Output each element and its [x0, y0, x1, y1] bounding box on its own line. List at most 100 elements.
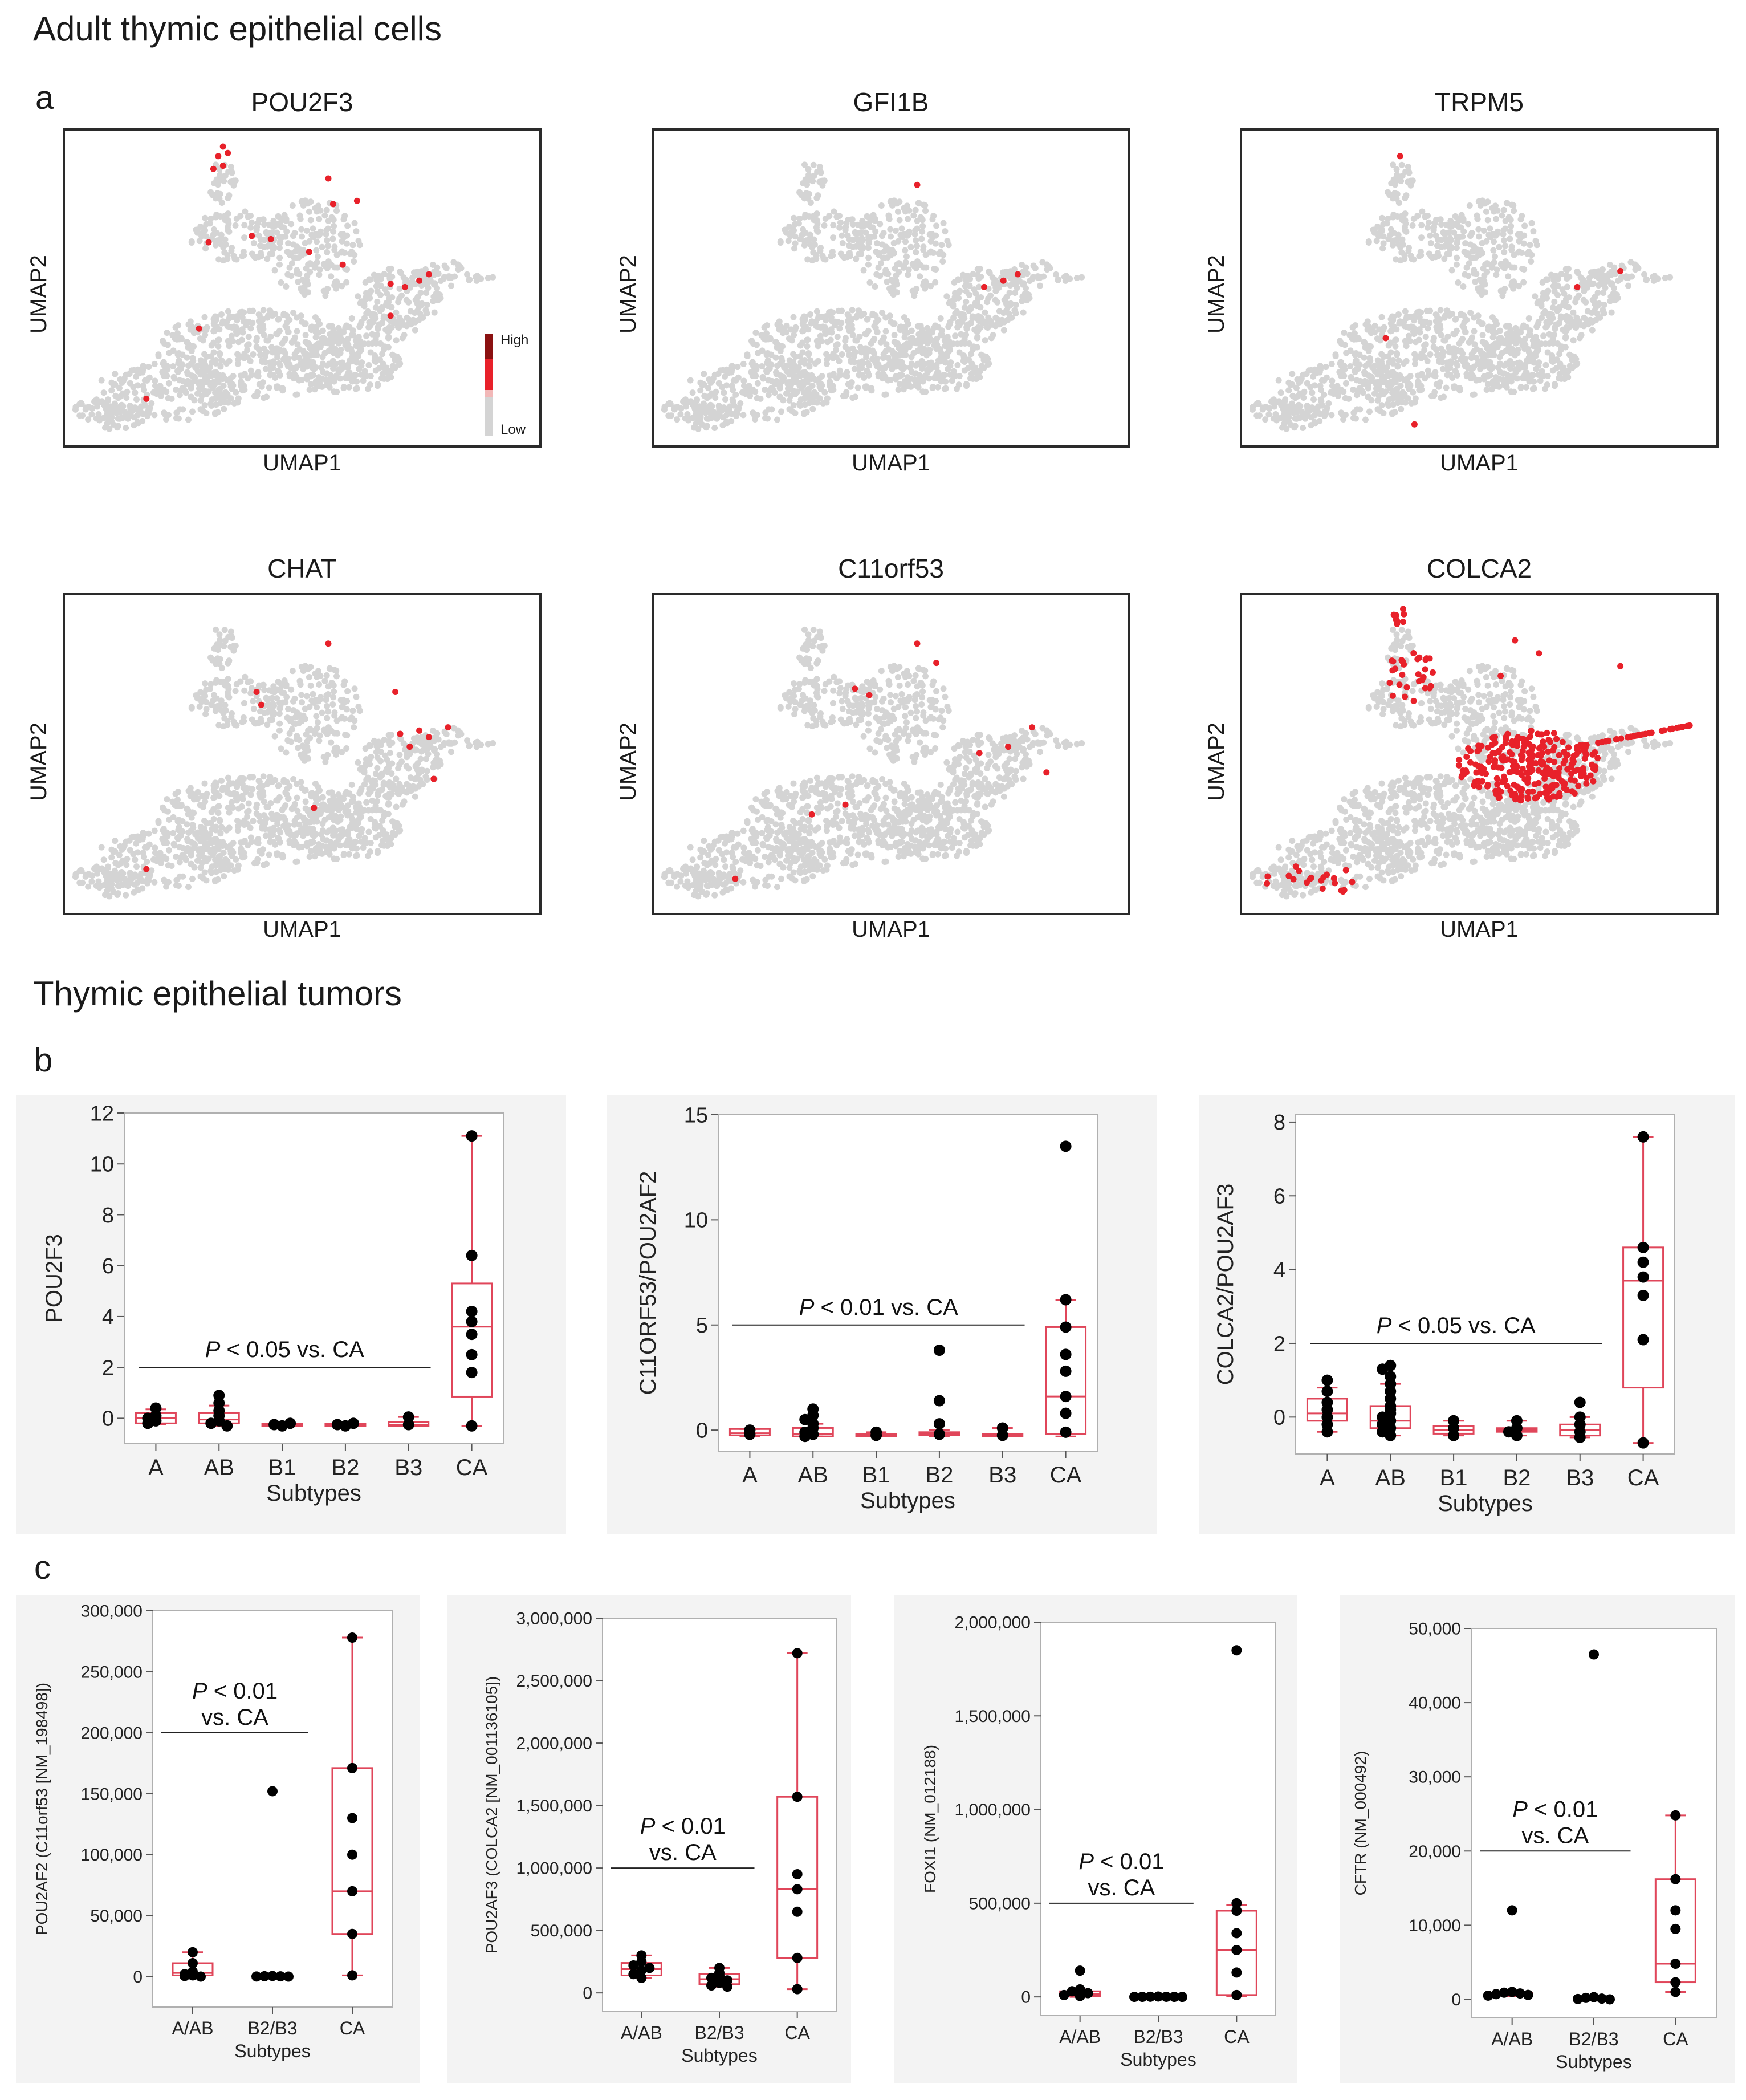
umap-cell — [175, 789, 182, 795]
umap-cell — [1432, 369, 1439, 376]
umap-cell — [173, 876, 180, 883]
umap-cell — [1425, 224, 1431, 231]
umap-cell — [163, 416, 170, 423]
umap-cell — [440, 275, 447, 282]
umap-cell — [239, 781, 246, 787]
umap-cell — [320, 369, 327, 376]
umap-cell — [325, 789, 332, 796]
umap-cell — [1520, 240, 1527, 247]
umap-cell — [1441, 255, 1448, 262]
umap-cell — [990, 332, 996, 339]
umap-cell — [1406, 169, 1413, 176]
umap-cell — [1402, 399, 1409, 406]
umap-cell — [189, 822, 196, 828]
umap-cell — [302, 339, 309, 346]
umap-cell — [1365, 348, 1372, 355]
umap-cell — [155, 819, 162, 826]
umap-cell — [1530, 343, 1537, 350]
umap-cell — [1398, 405, 1405, 412]
umap-cell — [294, 858, 300, 865]
umap-cell — [266, 774, 273, 781]
umap-cell — [1376, 326, 1383, 333]
umap-cell — [797, 342, 804, 349]
umap-cell — [927, 336, 934, 343]
umap-cell — [234, 779, 241, 786]
umap-cell — [1406, 338, 1413, 344]
umap-cell — [239, 314, 246, 321]
umap-cell — [169, 798, 176, 805]
umap-expressing-cells — [143, 143, 432, 402]
umap-cell — [219, 376, 226, 383]
umap-cell — [1479, 239, 1485, 246]
umap-cell — [759, 373, 766, 380]
umap-cell — [319, 354, 326, 360]
umap-cell — [1365, 382, 1371, 389]
umap-cell — [836, 367, 843, 374]
umap-cell — [1425, 325, 1431, 332]
umap-cell — [796, 400, 803, 407]
umap-cell — [268, 344, 275, 351]
umap-cell — [1611, 297, 1618, 304]
umap-cell — [344, 831, 351, 838]
umap-cell — [384, 369, 390, 376]
umap-cell — [239, 775, 246, 782]
umap-cell — [1304, 403, 1310, 409]
umap-cell — [115, 415, 121, 422]
umap-cell — [369, 331, 376, 338]
umap-cell — [940, 220, 947, 226]
umap-cell — [896, 269, 902, 275]
umap-cell — [800, 314, 807, 321]
umap-cell — [279, 385, 286, 392]
umap-cell — [307, 217, 314, 224]
umap-cell — [922, 388, 929, 395]
umap-cell — [896, 381, 903, 388]
umap-cell — [958, 331, 964, 338]
umap-cell — [294, 794, 300, 801]
umap-cell — [276, 839, 283, 846]
umap-cell — [903, 253, 910, 260]
umap-expressing-cell — [219, 143, 226, 150]
umap-cell — [1385, 216, 1391, 222]
umap-cell — [1475, 198, 1482, 205]
umap-cell — [770, 387, 777, 394]
umap-cell — [1416, 308, 1423, 315]
umap-cell — [1340, 416, 1347, 423]
umap-cell — [316, 271, 323, 278]
umap-cell — [353, 852, 360, 859]
umap-cell — [372, 354, 378, 361]
umap-cell — [1434, 242, 1440, 249]
umap-cell — [1580, 323, 1587, 330]
umap-cell — [294, 267, 300, 274]
umap-cell — [1382, 373, 1389, 380]
umap-cell — [234, 313, 241, 320]
umap-cell — [1275, 377, 1282, 384]
umap-cell — [1494, 343, 1501, 350]
umap-cell — [811, 236, 817, 243]
umap-cell — [1405, 163, 1411, 170]
umap-cell — [210, 794, 217, 801]
umap-cell — [1516, 283, 1523, 290]
umap-cell — [1411, 313, 1418, 320]
umap-cell — [316, 266, 323, 273]
umap-cell — [189, 355, 196, 361]
umap-cell — [140, 383, 146, 389]
umap-cell — [294, 807, 301, 814]
umap-cell — [1415, 372, 1422, 379]
umap-cell — [1385, 342, 1392, 349]
umap-cell — [1460, 283, 1467, 290]
umap-cell — [374, 298, 381, 305]
umap-cell — [307, 352, 314, 359]
umap-cell — [112, 381, 119, 388]
umap-cell — [341, 249, 348, 256]
umap-cell — [845, 347, 852, 354]
umap-cell — [115, 423, 121, 429]
umap-cell — [1490, 247, 1497, 254]
umap-cell — [839, 351, 845, 358]
umap-cell — [1393, 166, 1400, 173]
umap-xlabel: UMAP1 — [852, 450, 930, 476]
umap-cell — [874, 240, 881, 247]
umap-cell — [1452, 316, 1459, 323]
umap-cell — [1399, 236, 1406, 243]
umap-cell — [320, 287, 327, 294]
umap-cell — [1573, 324, 1580, 331]
